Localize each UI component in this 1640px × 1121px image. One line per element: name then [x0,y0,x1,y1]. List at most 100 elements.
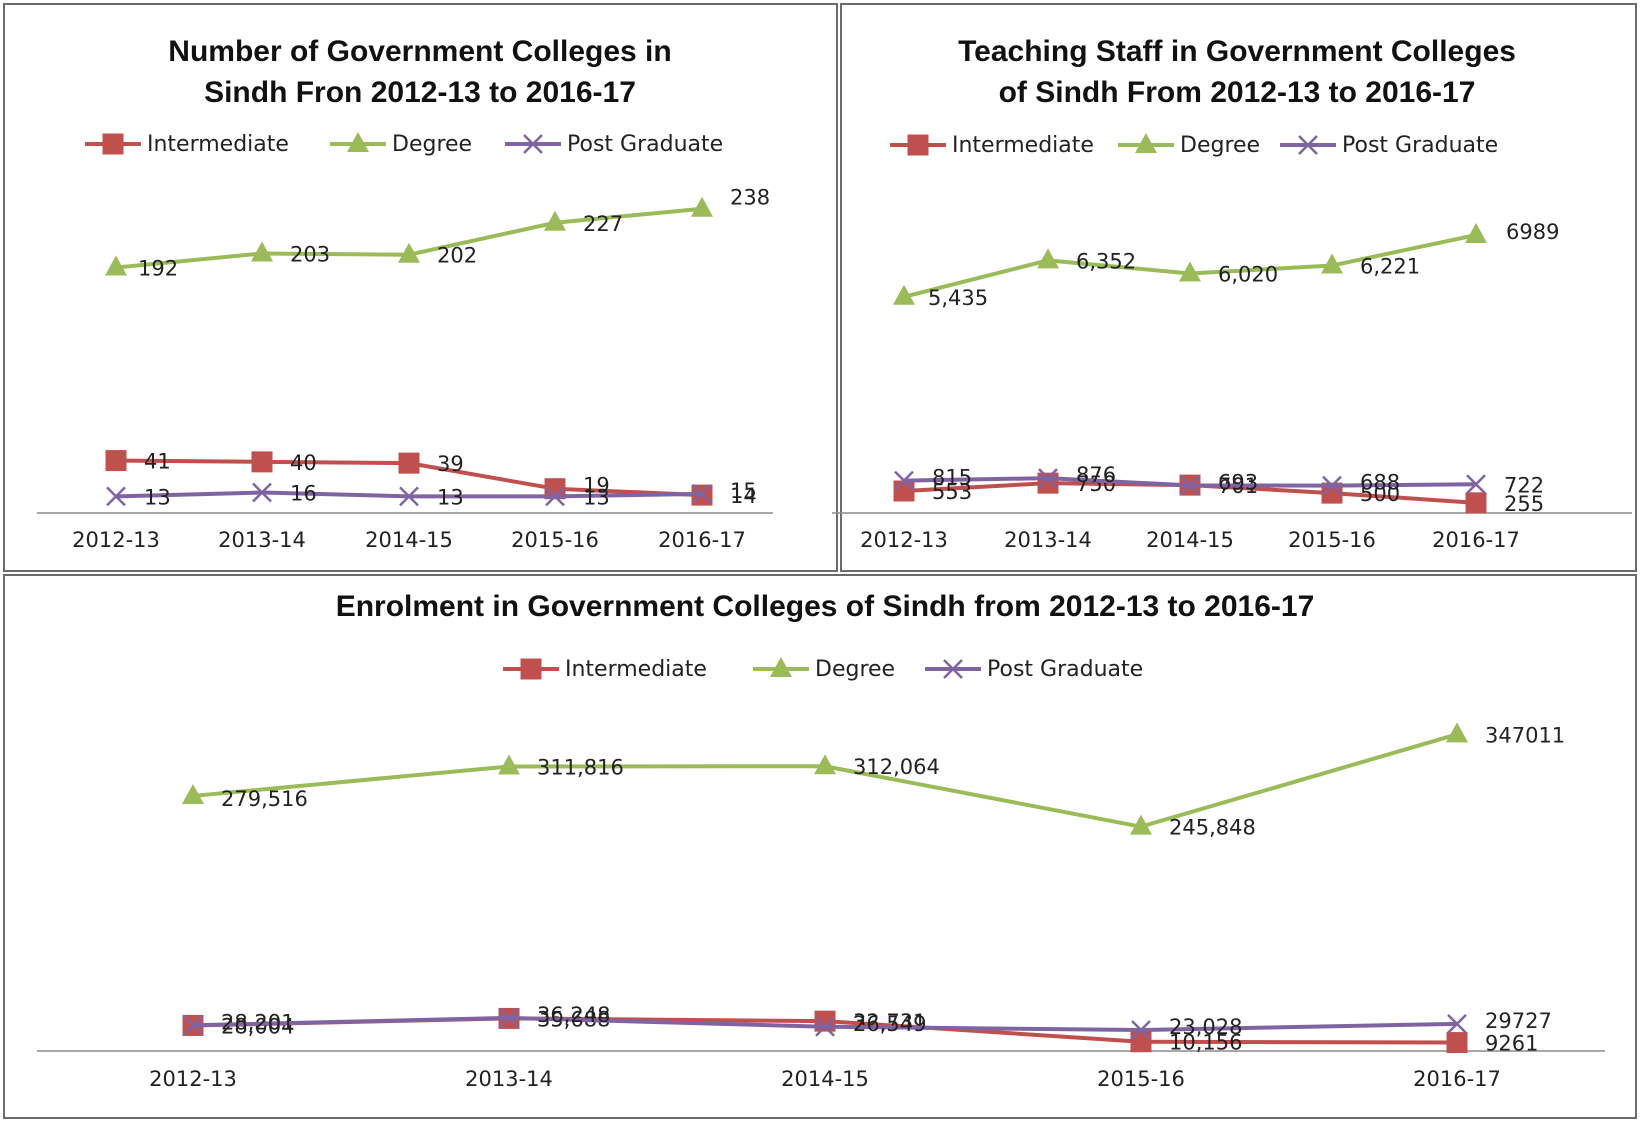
x-tick-label-1: 2013-14 [465,1067,553,1091]
series-post-graduate-marker-4 [1466,474,1486,495]
x-tick-label-4: 2016-17 [658,528,746,552]
series-degree-marker-4 [691,196,713,217]
data-label-post-graduate-4: 29727 [1485,1009,1552,1033]
series-post-graduate-marker-2 [1180,475,1200,496]
data-label-intermediate-1: 40 [290,451,317,475]
data-label-degree-3: 227 [583,212,623,236]
series-intermediate-marker-2 [398,452,420,474]
series-post-graduate: 815 876 693 688 722 [894,463,1544,497]
legend-marker-0 [102,133,124,155]
legend-label: Intermediate [565,657,707,682]
data-label-post-graduate-3: 688 [1360,471,1400,495]
data-label-post-graduate-4: 722 [1504,473,1544,497]
series-degree-marker-1 [251,241,273,262]
legend-marker-2 [1298,135,1318,155]
series-post-graduate-marker-3 [545,486,565,507]
data-label-post-graduate-4: 15 [730,479,757,503]
series-intermediate-marker-1 [251,451,273,473]
enrolment-chart: Enrolment in Government Colleges of Sind… [37,590,1605,1091]
legend-item-post-graduate: Post Graduate [925,657,1143,682]
x-tick-label-1: 2013-14 [1004,528,1092,552]
data-label-post-graduate-0: 13 [144,485,171,509]
data-label-post-graduate-1: 36,248 [537,1003,610,1027]
data-label-intermediate-4: 9261 [1485,1032,1538,1056]
series-post-graduate-marker-0 [106,486,126,507]
x-tick-label-2: 2014-15 [781,1067,869,1091]
chart-panel-teaching-staff: Teaching Staff in Government Colleges of … [832,3,1637,572]
data-label-degree-1: 311,816 [537,755,624,779]
series-post-graduate-marker-2 [399,486,419,507]
series-intermediate-marker-3 [1130,1031,1152,1053]
x-tick-label-3: 2015-16 [1288,528,1376,552]
series-degree-marker-1 [498,754,520,775]
data-label-intermediate-3: 10,156 [1169,1031,1242,1055]
chart-title-line-1: of Sindh From 2012-13 to 2016-17 [999,76,1476,109]
data-label-degree-4: 6989 [1506,220,1559,244]
legend-item-post-graduate: Post Graduate [1280,133,1498,158]
data-label-degree-3: 6,221 [1360,255,1420,279]
data-label-post-graduate-0: 815 [932,466,972,490]
series-degree-marker-4 [1465,222,1487,243]
series-intermediate-marker-4 [1446,1032,1468,1054]
legend-label: Intermediate [952,133,1094,158]
data-label-post-graduate-1: 876 [1076,463,1116,487]
legend-marker-0 [520,658,542,680]
series-intermediate-marker-0 [893,480,915,502]
series-degree: 192 203 202 227 238 [105,186,770,281]
x-tick-label-0: 2012-13 [860,528,948,552]
x-tick-label-0: 2012-13 [72,528,160,552]
legend-marker-1 [1135,133,1157,153]
data-label-degree-2: 312,064 [853,755,940,779]
series-post-graduate: 13 16 13 13 15 [106,479,757,509]
data-label-post-graduate-2: 693 [1218,470,1258,494]
data-label-post-graduate-1: 16 [290,482,317,506]
x-tick-label-0: 2012-13 [149,1067,237,1091]
series-degree-marker-0 [893,284,915,305]
series-degree-marker-0 [105,255,127,276]
series-post-graduate-marker-0 [894,470,914,491]
series-degree-marker-0 [182,783,204,804]
series-degree-marker-3 [1130,814,1152,835]
x-tick-label-4: 2016-17 [1432,528,1520,552]
data-label-degree-0: 192 [138,257,178,281]
legend-item-degree: Degree [1118,133,1260,158]
chart-title-line-0: Teaching Staff in Government Colleges [958,35,1516,68]
series-degree-marker-4 [1446,722,1468,743]
data-label-intermediate-1: 750 [1076,472,1116,496]
data-label-degree-1: 6,352 [1076,249,1136,273]
series-degree-marker-3 [544,210,566,231]
series-line-degree [192,732,1458,829]
data-label-intermediate-2: 39 [437,452,464,476]
series-post-graduate-marker-2 [815,1016,835,1037]
legend-item-intermediate: Intermediate [503,657,707,682]
data-label-degree-3: 245,848 [1169,816,1256,840]
series-post-graduate-marker-3 [1322,475,1342,496]
data-label-degree-0: 5,435 [928,286,988,310]
chart-title-line-0: Number of Government Colleges in [168,35,671,68]
data-label-post-graduate-0: 28,201 [221,1010,294,1034]
data-label-degree-2: 202 [437,244,477,268]
data-label-intermediate-0: 553 [932,480,972,504]
data-label-intermediate-0: 41 [144,450,171,474]
data-label-intermediate-4: 14 [730,484,757,508]
data-label-post-graduate-2: 26,549 [853,1012,926,1036]
legend-label: Intermediate [147,132,289,157]
series-post-graduate-marker-3 [1131,1020,1151,1040]
data-label-intermediate-4: 255 [1504,492,1544,516]
series-post-graduate: 28,201 36,248 26,549 23,028 29727 [183,1003,1552,1040]
series-intermediate-marker-4 [1465,492,1487,514]
series-degree: 279,516 311,816 312,064 245,848 347011 [182,722,1565,840]
x-tick-label-3: 2015-16 [511,528,599,552]
legend-label: Degree [815,657,895,682]
legend-label: Post Graduate [987,657,1143,682]
data-label-intermediate-2: 32,731 [853,1010,926,1034]
chart-panel-colleges: Number of Government Colleges in Sindh Fr… [3,3,838,572]
data-label-degree-2: 6,020 [1218,263,1278,287]
chart-title-line-0: Enrolment in Government Colleges of Sind… [336,590,1315,623]
series-intermediate-marker-0 [105,450,127,472]
legend-item-intermediate: Intermediate [890,133,1094,158]
legend-marker-1 [770,657,792,677]
legend-marker-2 [943,659,963,679]
series-post-graduate-marker-0 [183,1015,203,1036]
series-post-graduate-marker-1 [1038,468,1058,489]
